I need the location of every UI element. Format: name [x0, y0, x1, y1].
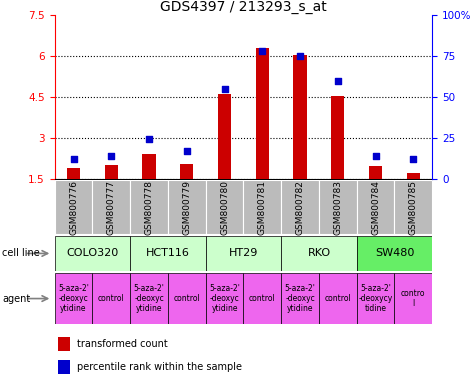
Text: GSM800777: GSM800777 [107, 180, 116, 235]
Bar [357, 180, 394, 234]
Point [70, 156, 77, 162]
Text: control: control [249, 294, 276, 303]
Text: agent: agent [2, 293, 30, 304]
Bar [243, 180, 281, 234]
Text: GSM800776: GSM800776 [69, 180, 78, 235]
Text: RKO: RKO [307, 248, 331, 258]
Bar [104, 165, 118, 219]
Bar [67, 168, 80, 219]
Bar [58, 337, 70, 351]
Text: transformed count: transformed count [77, 339, 168, 349]
Text: GSM800778: GSM800778 [144, 180, 153, 235]
Bar [206, 236, 281, 271]
Bar [243, 273, 281, 324]
Bar [142, 154, 156, 219]
Text: control: control [173, 294, 200, 303]
Text: GSM800784: GSM800784 [371, 180, 380, 235]
Point [372, 153, 380, 159]
Bar [218, 94, 231, 219]
Bar [58, 360, 70, 374]
Bar [256, 48, 269, 219]
Text: 5-aza-2'
-deoxyc
ytidine: 5-aza-2' -deoxyc ytidine [133, 284, 164, 313]
Bar [369, 166, 382, 219]
Point [221, 86, 228, 92]
Bar [168, 180, 206, 234]
Text: contro
l: contro l [401, 289, 426, 308]
Bar [319, 180, 357, 234]
Bar [206, 273, 243, 324]
Bar [357, 236, 432, 271]
Text: HCT116: HCT116 [146, 248, 190, 258]
Bar [92, 180, 130, 234]
Bar [357, 273, 394, 324]
Text: GSM800780: GSM800780 [220, 180, 229, 235]
Point [296, 53, 304, 59]
Text: 5-aza-2'
-deoxyc
ytidine: 5-aza-2' -deoxyc ytidine [209, 284, 240, 313]
Bar [130, 180, 168, 234]
Bar [281, 236, 357, 271]
Bar [55, 180, 92, 234]
Point [107, 153, 115, 159]
Text: GSM800785: GSM800785 [409, 180, 418, 235]
Text: cell line: cell line [2, 248, 40, 258]
Text: percentile rank within the sample: percentile rank within the sample [77, 362, 242, 372]
Text: 5-aza-2'
-deoxyc
ytidine: 5-aza-2' -deoxyc ytidine [58, 284, 89, 313]
Bar [331, 96, 344, 219]
Bar [130, 273, 168, 324]
Bar [395, 273, 432, 324]
Bar [55, 236, 130, 271]
Text: 5-aza-2'
-deoxycy
tidine: 5-aza-2' -deoxycy tidine [359, 284, 393, 313]
Text: GSM800779: GSM800779 [182, 180, 191, 235]
Point [409, 156, 417, 162]
Bar [281, 273, 319, 324]
Bar [92, 273, 130, 324]
Bar [294, 55, 307, 219]
Point [258, 48, 266, 55]
Text: control: control [324, 294, 351, 303]
Text: control: control [98, 294, 124, 303]
Text: SW480: SW480 [375, 248, 414, 258]
Text: 5-aza-2'
-deoxyc
ytidine: 5-aza-2' -deoxyc ytidine [285, 284, 315, 313]
Bar [180, 164, 193, 219]
Bar [281, 180, 319, 234]
Bar [130, 236, 206, 271]
Bar [407, 173, 420, 219]
Bar [168, 273, 206, 324]
Text: HT29: HT29 [229, 248, 258, 258]
Point [334, 78, 342, 84]
Text: COLO320: COLO320 [66, 248, 118, 258]
Bar [395, 180, 432, 234]
Text: GSM800782: GSM800782 [295, 180, 304, 235]
Title: GDS4397 / 213293_s_at: GDS4397 / 213293_s_at [160, 0, 327, 14]
Point [183, 148, 190, 154]
Bar [206, 180, 243, 234]
Bar [55, 273, 92, 324]
Bar [319, 273, 357, 324]
Text: GSM800783: GSM800783 [333, 180, 342, 235]
Point [145, 136, 153, 142]
Text: GSM800781: GSM800781 [258, 180, 267, 235]
